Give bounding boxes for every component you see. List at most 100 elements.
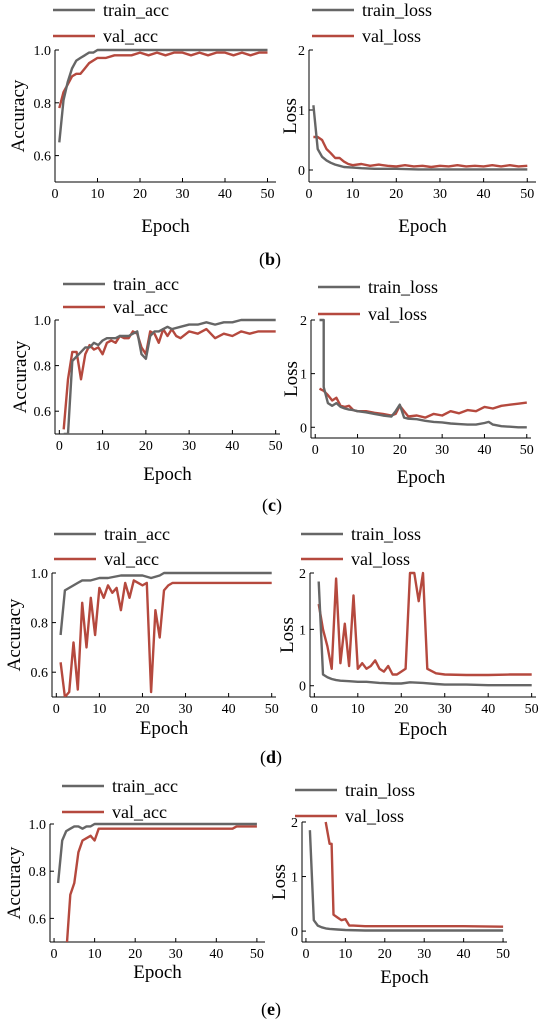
- y-axis-label: Accuracy: [8, 79, 29, 152]
- chart-b-acc: 0 10 20 30 40 50 0.6 0.8 1.0 Epoch Accuracy train_a…: [8, 0, 276, 237]
- x-tick-label: 0: [306, 187, 313, 202]
- legend-label-train_acc: train_acc: [113, 274, 179, 294]
- x-tick-label: 50: [269, 439, 283, 454]
- x-tick-label: 30: [169, 947, 183, 962]
- y-tick-label: 0: [299, 680, 306, 695]
- x-tick-label: 50: [496, 947, 510, 962]
- y-tick-label: 1.0: [34, 44, 52, 59]
- legend-label-val_loss: val_loss: [368, 304, 427, 324]
- x-tick-label: 40: [457, 947, 471, 962]
- y-tick-label: 0: [300, 421, 307, 436]
- y-tick-label: 0.6: [29, 912, 47, 927]
- x-axis-label: Epoch: [380, 967, 429, 988]
- x-tick-label: 10: [96, 439, 110, 454]
- y-tick-label: 1.0: [29, 818, 47, 833]
- x-axis-label: Epoch: [143, 464, 192, 485]
- x-tick-label: 40: [225, 439, 239, 454]
- x-tick-label: 10: [88, 947, 102, 962]
- x-tick-label: 10: [91, 187, 105, 202]
- x-tick-label: 10: [351, 443, 365, 458]
- series-line-train_loss: [308, 830, 504, 932]
- legend: train_acc val_acc: [54, 524, 170, 569]
- x-tick-label: 50: [520, 187, 534, 202]
- y-axis-label: Accuracy: [4, 846, 25, 919]
- x-tick-label: 20: [389, 187, 403, 202]
- series-line-val_loss: [317, 571, 532, 677]
- chart-c-loss: 0 10 20 30 40 50 0 1 2 Epoch Loss train_loss val_los…: [281, 277, 534, 488]
- y-tick-label: 1.0: [31, 567, 49, 582]
- panel-label: (b): [259, 249, 281, 270]
- x-tick-label: 30: [176, 187, 190, 202]
- series-line-train_acc: [56, 822, 257, 884]
- x-tick-label: 40: [477, 443, 491, 458]
- x-tick-label: 0: [311, 702, 318, 717]
- x-tick-label: 0: [56, 439, 63, 454]
- x-axis-label: Epoch: [133, 962, 182, 983]
- y-tick-label: 0.6: [34, 150, 52, 165]
- x-tick-label: 40: [222, 702, 236, 717]
- x-tick-label: 20: [133, 187, 147, 202]
- chart-d-loss: 0 10 20 30 40 50 0 1 2 Epoch Loss train_loss val_los…: [277, 524, 539, 740]
- x-tick-label: 30: [433, 187, 447, 202]
- series-line-train_acc: [59, 571, 272, 636]
- legend: train_acc val_acc: [53, 0, 169, 46]
- x-tick-label: 10: [351, 702, 365, 717]
- y-tick-label: 1: [300, 368, 307, 383]
- chart-c-acc: 0 10 20 30 40 50 0.6 0.8 1.0 Epoch Accuracy train_a…: [10, 274, 283, 485]
- series-line-val_loss: [324, 821, 504, 928]
- chart-b-loss: 0 10 20 30 40 50 0 1 2 Epoch Loss train_loss val_los…: [280, 0, 536, 237]
- series-line-train_loss: [317, 581, 532, 687]
- legend-label-train_loss: train_loss: [345, 780, 415, 800]
- legend-label-train_acc: train_acc: [112, 776, 178, 796]
- x-tick-label: 50: [265, 702, 279, 717]
- legend-label-train_loss: train_loss: [368, 277, 438, 297]
- legend: train_loss val_loss: [318, 277, 438, 324]
- x-tick-label: 0: [53, 702, 60, 717]
- x-tick-label: 20: [378, 947, 392, 962]
- panel-label: (e): [261, 999, 281, 1020]
- legend-label-train_acc: train_acc: [103, 0, 169, 20]
- x-tick-label: 40: [481, 702, 495, 717]
- x-tick-label: 50: [261, 187, 275, 202]
- y-tick-label: 0: [291, 925, 298, 940]
- x-tick-label: 30: [182, 439, 196, 454]
- y-axis-label: Loss: [280, 98, 301, 134]
- y-tick-label: 2: [298, 44, 305, 59]
- y-tick-label: 2: [299, 567, 306, 582]
- x-tick-label: 10: [92, 702, 106, 717]
- x-axis-label: Epoch: [140, 718, 189, 739]
- legend: train_acc val_acc: [62, 776, 178, 822]
- series-line-val_acc: [59, 579, 272, 697]
- y-tick-label: 1: [298, 104, 305, 119]
- x-tick-label: 40: [477, 187, 491, 202]
- x-tick-label: 20: [394, 702, 408, 717]
- x-tick-label: 20: [139, 439, 153, 454]
- legend-label-val_loss: val_loss: [351, 549, 410, 569]
- x-tick-label: 10: [338, 947, 352, 962]
- legend-label-val_acc: val_acc: [103, 26, 158, 46]
- y-tick-label: 1: [299, 623, 306, 638]
- panel-label: (c): [262, 495, 282, 516]
- y-axis-label: Loss: [277, 617, 298, 653]
- series-line-train_acc: [58, 48, 268, 143]
- y-tick-label: 2: [300, 314, 307, 329]
- legend: train_loss val_loss: [312, 0, 432, 46]
- x-tick-label: 10: [346, 187, 360, 202]
- x-tick-label: 20: [393, 443, 407, 458]
- series-line-train_loss: [312, 105, 528, 171]
- x-tick-label: 20: [135, 702, 149, 717]
- y-tick-label: 2: [291, 816, 298, 831]
- y-tick-label: 1.0: [34, 314, 52, 329]
- x-tick-label: 0: [51, 947, 58, 962]
- y-axis-label: Loss: [269, 864, 290, 900]
- y-axis-label: Accuracy: [10, 340, 31, 413]
- panel-label: (d): [260, 747, 282, 768]
- y-tick-label: 0.8: [31, 617, 49, 632]
- series-line-val_acc: [65, 825, 257, 942]
- series-line-val_acc: [58, 51, 268, 109]
- legend-label-val_loss: val_loss: [345, 806, 404, 826]
- y-tick-label: 0: [298, 164, 305, 179]
- series-line-train_acc: [63, 318, 276, 434]
- series-line-val_loss: [313, 135, 528, 169]
